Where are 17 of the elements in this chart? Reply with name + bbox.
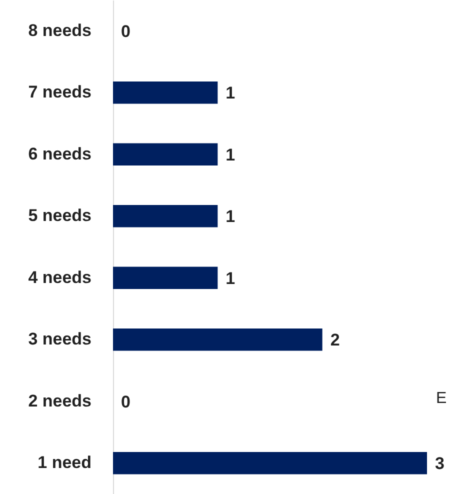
text: E — [436, 390, 447, 408]
y-tick-label: 8 needs — [28, 20, 92, 40]
data-label: 2 — [330, 330, 340, 350]
y-tick-label: 3 needs — [28, 330, 92, 349]
y-tick-label: 1 need — [38, 453, 92, 472]
data-label: 1 — [226, 84, 236, 103]
y-tick-label: 4 needs — [28, 268, 92, 287]
data-label: 1 — [226, 207, 236, 226]
y-tick-label: 7 needs — [28, 82, 92, 102]
y-tick-label: 6 needs — [28, 144, 92, 164]
y-tick-label: 5 needs — [28, 206, 92, 226]
data-label: 3 — [435, 454, 444, 474]
data-label: 1 — [226, 145, 236, 164]
data-label: 0 — [121, 392, 130, 412]
data-label: 0 — [121, 22, 130, 41]
y-tick-label: 2 needs — [28, 391, 92, 410]
data-label: 1 — [226, 268, 236, 288]
